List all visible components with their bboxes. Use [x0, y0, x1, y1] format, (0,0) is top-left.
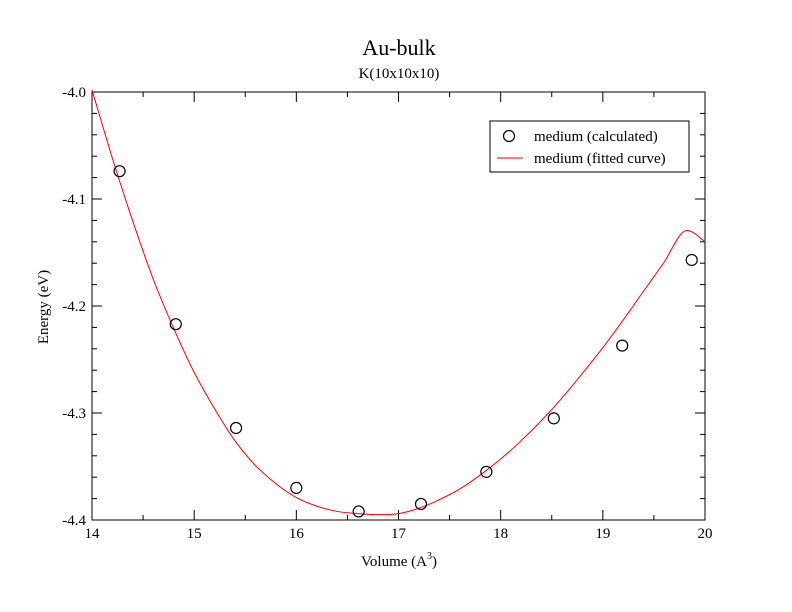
calculated-points-layer: [113, 165, 698, 518]
calculated-point: [414, 497, 428, 511]
legend-label-fitted: medium (fitted curve): [534, 151, 666, 167]
fitted-curve-layer: [91, 89, 706, 516]
y-axis-label: Energy (eV): [36, 270, 52, 344]
y-tick-label: -4.1: [62, 192, 86, 208]
x-tick-label: 19: [595, 526, 610, 542]
fitted-curve-line: [91, 89, 706, 516]
y-tick-label: -4.0: [62, 85, 86, 101]
calculated-point: [169, 318, 182, 331]
y-tick-label: -4.2: [62, 299, 86, 315]
calculated-point: [480, 465, 493, 478]
calculated-point: [547, 412, 560, 425]
legend-box: [489, 120, 690, 173]
calculated-point: [290, 481, 303, 494]
legend: medium (calculated) medium (fitted curve…: [489, 120, 690, 173]
legend-label-calculated: medium (calculated): [534, 129, 658, 145]
calculated-point: [616, 339, 629, 352]
x-tick-label: 16: [289, 526, 305, 542]
plot-area: 14 15 16 17 18 19 20 -4.0 -4.1 -4.2 -4.3 -4.4: [62, 85, 712, 542]
x-tick-label: 15: [187, 526, 202, 542]
calculated-point: [229, 421, 243, 435]
axis-ticks: 14 15 16 17 18 19 20 -4.0 -4.1 -4.2 -4.3 -4.4: [62, 85, 712, 542]
y-tick-label: -4.4: [62, 513, 86, 529]
x-tick-label: 18: [493, 526, 508, 542]
chart-title: Au-bulk: [362, 35, 435, 60]
x-axis-label: Volume (A3): [361, 551, 437, 570]
legend-marker-calculated: [502, 129, 516, 143]
calculated-point: [113, 165, 126, 178]
calculated-point: [352, 505, 365, 518]
x-tick-label: 20: [698, 526, 713, 542]
calculated-point: [685, 253, 698, 267]
x-tick-label: 17: [391, 526, 407, 542]
x-tick-label: 14: [85, 526, 101, 542]
chart-subtitle: K(10x10x10): [359, 66, 440, 82]
y-tick-label: -4.3: [62, 406, 86, 422]
